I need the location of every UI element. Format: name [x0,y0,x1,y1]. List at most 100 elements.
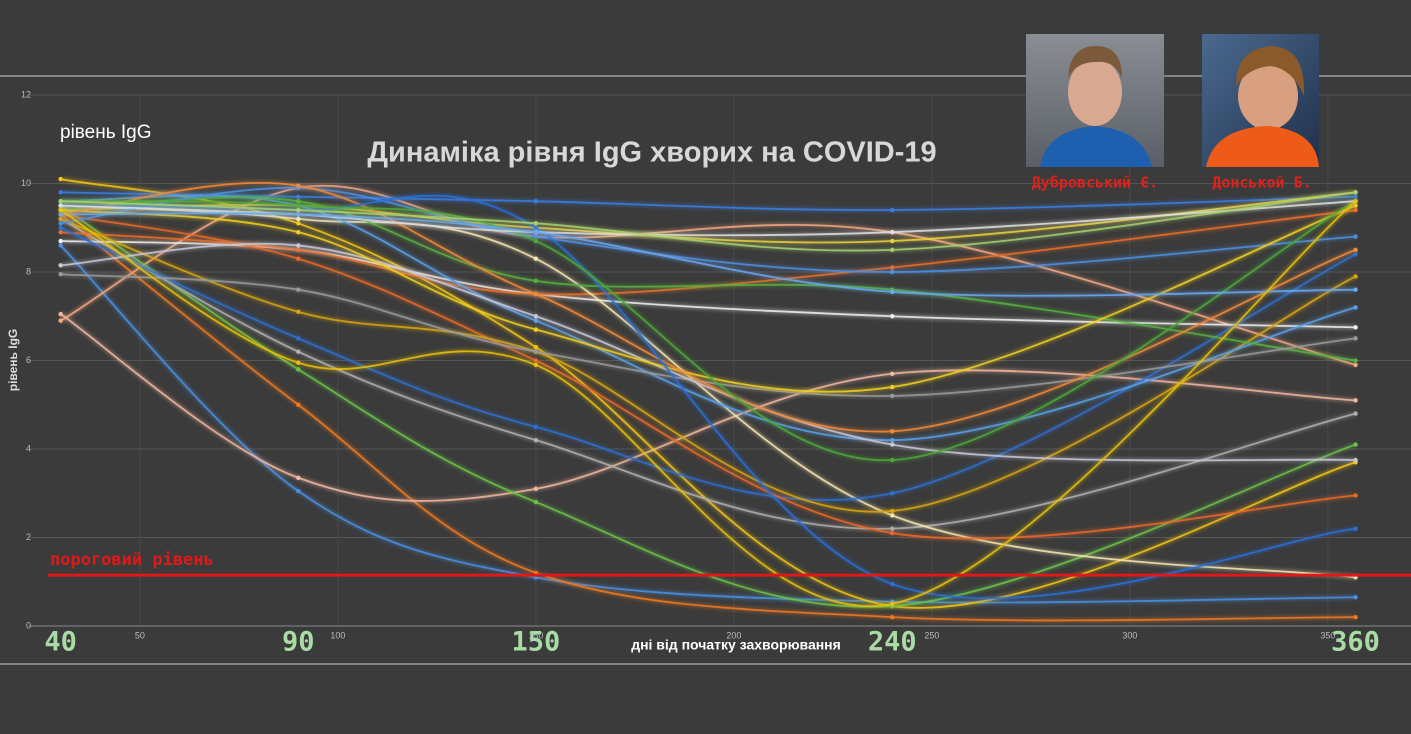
series-line [60,191,1356,244]
point [296,183,301,188]
point [296,287,301,292]
point [1353,199,1358,204]
series-line [60,191,1356,252]
point [1353,442,1358,447]
point [296,336,301,341]
point [890,269,895,275]
series-line [60,200,1356,237]
point [533,318,539,323]
point [58,311,63,317]
series-line [60,184,1356,366]
point [296,488,301,494]
point [533,238,539,244]
point [58,243,63,248]
point [1353,362,1358,368]
y-tick-label: 2 [26,532,31,542]
x-tick-label: 200 [726,630,741,640]
series-line [60,200,1357,607]
point [58,263,63,268]
point [890,581,895,587]
series-line [60,218,1356,530]
point [58,221,63,226]
point [296,360,301,365]
point [1353,493,1358,498]
point [890,513,895,518]
period-label: 90 [282,627,315,658]
series-line [60,196,1356,362]
point [533,349,539,354]
point [533,424,539,430]
point [533,225,539,230]
series-line [60,226,1356,501]
point [1353,274,1358,279]
point [890,601,895,607]
series-line [60,240,1356,329]
x-tick-label: 150 [528,630,543,640]
point [58,318,63,323]
series-line [60,204,1356,579]
y-axis-label: рівень IgG [6,329,20,392]
point [890,384,895,390]
point [890,442,895,447]
series-line [60,182,1356,433]
y-tick-label: 0 [26,620,31,630]
y-tick-label: 4 [26,443,31,453]
point [890,238,895,244]
point [1353,207,1358,213]
point [533,499,539,505]
series-line [60,204,1356,608]
point [1353,234,1358,239]
point [533,486,539,492]
point [296,216,301,222]
series-line [60,204,1356,393]
point [890,491,895,496]
point [1353,305,1358,310]
point [1353,411,1358,416]
point [1353,614,1358,620]
y-tick-label: 12 [21,89,31,99]
point [533,358,539,363]
point [296,349,301,354]
point [58,272,63,277]
series-line [60,212,1356,297]
point [1353,203,1358,208]
point [296,199,301,204]
point [533,278,539,284]
author-caption: Донськой Б. [1212,174,1311,192]
point [890,371,895,376]
series-line [60,191,1356,212]
point [890,526,895,531]
y-tick-label: 10 [21,178,31,188]
series-line [60,213,1356,622]
point [296,221,301,226]
chart-title: Динаміка рівня IgG хворих на COVID-19 [367,137,936,169]
x-tick-label: 300 [1122,630,1137,640]
point [890,614,895,620]
x-axis-label: дні від початку захворювання [631,637,841,653]
point [1353,358,1358,363]
point [58,229,63,235]
period-label: 360 [1331,627,1380,658]
series-line [60,213,1356,540]
point [296,475,301,480]
point [890,393,895,399]
period-label: 150 [511,627,560,658]
point [890,530,895,536]
point [58,199,63,204]
point [58,238,63,244]
point [890,429,895,434]
point [58,207,63,213]
point [58,176,63,182]
point [1353,194,1358,199]
point [1353,190,1358,195]
author-caption: Дубровський Є. [1032,174,1158,192]
x-tick-label: 350 [1320,630,1335,640]
point [296,243,301,248]
point [296,207,301,213]
point [890,207,895,213]
period-label: 40 [44,627,77,658]
series-line [60,273,1356,397]
point [890,289,895,295]
point [890,508,895,514]
